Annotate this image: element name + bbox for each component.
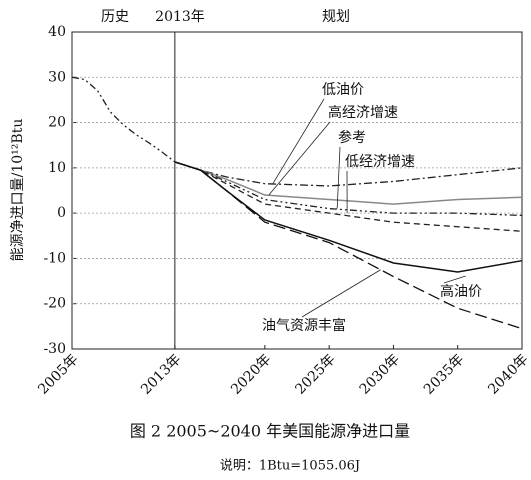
series-line — [71, 76, 523, 217]
x-tick-label: 2025年 — [292, 351, 338, 397]
leader-line — [272, 98, 325, 184]
series-line — [174, 161, 523, 187]
y-tick-label: -20 — [43, 296, 66, 312]
annotation: 规划 — [322, 9, 350, 25]
legend-label: 高经济增速 — [328, 104, 398, 121]
legend-label: 低经济增速 — [345, 154, 415, 170]
annotation: 2013年 — [155, 9, 205, 25]
x-tick-label: 2005年 — [35, 351, 81, 397]
y-tick-label: 30 — [48, 69, 66, 85]
y-tick-label: -10 — [43, 250, 66, 266]
series-line — [174, 161, 523, 273]
leader-line — [301, 269, 381, 318]
x-tick-label: 2020年 — [228, 351, 274, 397]
y-tick-label: 0 — [57, 205, 66, 221]
x-tick-label: 2035年 — [421, 351, 467, 397]
x-tick-label: 2040年 — [485, 351, 531, 397]
note: 说明：1Btu=1055.06J — [220, 459, 360, 474]
legend-label: 高油价 — [440, 283, 482, 300]
legend-label: 低油价 — [322, 82, 364, 98]
y-tick-label: 20 — [48, 115, 66, 131]
x-tick-label: 2030年 — [357, 351, 403, 397]
series-line — [174, 161, 523, 205]
x-tick-label: 2013年 — [138, 351, 184, 397]
series-line — [174, 161, 523, 232]
y-tick-label: 10 — [48, 160, 66, 176]
leader-line — [443, 275, 466, 284]
leader-line — [268, 121, 331, 196]
series-line — [174, 161, 523, 330]
caption: 图 2 2005~2040 年美国能源净进口量 — [130, 422, 410, 441]
annotation: 历史 — [101, 9, 129, 25]
leader-line — [336, 146, 341, 209]
y-axis-label: 能源净进口量/10¹²Btu — [10, 119, 26, 262]
legend-label: 参考 — [338, 129, 366, 146]
plot-frame — [71, 31, 523, 350]
y-tick-label: 40 — [48, 24, 66, 40]
y-tick-label: -30 — [43, 341, 66, 357]
legend-label: 油气资源丰富 — [262, 317, 346, 334]
